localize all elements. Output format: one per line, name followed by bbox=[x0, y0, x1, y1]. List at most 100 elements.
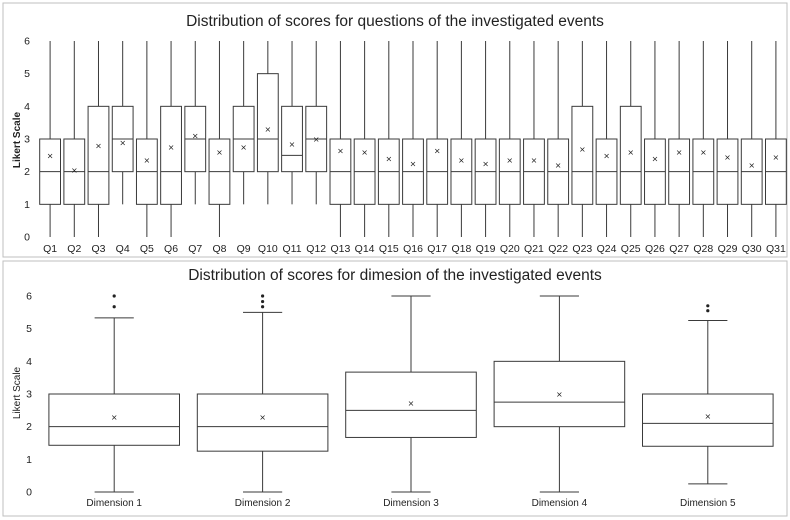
question-mean-marker: × bbox=[313, 135, 320, 144]
dimension-iqr-box bbox=[345, 371, 477, 438]
dimension-outlier-point bbox=[706, 309, 710, 313]
question-category-label: Q21 bbox=[524, 243, 544, 255]
question-box-17: × bbox=[426, 41, 449, 237]
question-mean-marker: × bbox=[192, 132, 199, 141]
question-category-label: Q3 bbox=[91, 243, 105, 255]
dimension-box-4: × bbox=[493, 295, 626, 493]
question-category-label: Q11 bbox=[282, 243, 301, 255]
question-mean-marker: × bbox=[773, 153, 780, 162]
question-box-11: × bbox=[281, 41, 303, 205]
dimension-outlier-point bbox=[261, 299, 265, 304]
question-category-label: Q5 bbox=[140, 243, 154, 255]
question-box-31: × bbox=[765, 41, 787, 237]
question-category-label: Q8 bbox=[212, 243, 226, 255]
question-box-25: × bbox=[619, 41, 642, 237]
question-box-14: × bbox=[353, 41, 376, 237]
dimensions-panel: Distribution of scores for dimesion of t… bbox=[2, 260, 788, 517]
question-category-label: Q9 bbox=[237, 243, 251, 255]
dimension-y-tick-label: 6 bbox=[26, 291, 32, 303]
dimensions-plot-area: 0 1 2 3 4 5 6 × Dimension 1 × Dimension 2 × Dimensio… bbox=[26, 291, 774, 509]
question-mean-marker: × bbox=[144, 156, 151, 165]
question-mean-marker: × bbox=[531, 156, 538, 165]
question-box-15: × bbox=[377, 41, 400, 237]
question-mean-marker: × bbox=[216, 148, 223, 157]
dimension-category-label: Dimension 3 bbox=[383, 498, 439, 509]
questions-panel-border bbox=[2, 2, 788, 258]
question-mean-marker: × bbox=[652, 155, 659, 164]
dimension-iqr-box bbox=[48, 393, 180, 446]
question-category-label: Q4 bbox=[116, 243, 130, 255]
questions-y-axis-label: Likert Scale bbox=[12, 111, 23, 168]
question-box-21: × bbox=[523, 41, 545, 237]
question-category-label: Q18 bbox=[451, 243, 471, 255]
question-category-label: Q17 bbox=[427, 243, 447, 255]
question-category-label: Q27 bbox=[669, 243, 689, 255]
question-category-label: Q12 bbox=[306, 243, 326, 255]
dimension-box-1: × bbox=[48, 294, 180, 493]
question-iqr-box bbox=[160, 105, 182, 205]
question-box-26: × bbox=[644, 41, 666, 237]
question-box-10: × bbox=[256, 41, 279, 205]
question-category-label: Q16 bbox=[403, 243, 423, 255]
question-category-label: Q28 bbox=[693, 243, 713, 255]
question-box-16: × bbox=[402, 41, 424, 237]
dimension-mean-marker: × bbox=[259, 413, 266, 422]
question-mean-marker: × bbox=[724, 153, 731, 162]
question-y-tick-label: 6 bbox=[24, 36, 30, 48]
question-box-2: × bbox=[63, 41, 86, 237]
dimension-category-label: Dimension 5 bbox=[680, 498, 736, 509]
questions-chart-title: Distribution of scores for questions of … bbox=[186, 13, 604, 30]
question-y-tick-label: 5 bbox=[24, 68, 30, 80]
dimension-y-tick-label: 1 bbox=[26, 454, 32, 466]
question-iqr-box bbox=[87, 105, 110, 205]
dimension-iqr-box bbox=[196, 393, 329, 452]
question-mean-marker: × bbox=[240, 143, 247, 152]
question-category-label: Q1 bbox=[43, 243, 57, 255]
question-category-label: Q30 bbox=[742, 243, 762, 255]
dimension-y-tick-label: 0 bbox=[26, 487, 32, 499]
dimension-mean-marker: × bbox=[704, 412, 711, 421]
dimension-y-tick-label: 4 bbox=[26, 356, 32, 368]
questions-plot-area: 0 1 2 3 4 5 6 × Q1 × Q2 × Q3 × Q4 × Q5 × Q6 × Q7 × Q8 × Q9 × Q10 × Q… bbox=[24, 36, 787, 255]
question-box-23: × bbox=[571, 41, 594, 237]
dimension-category-label: Dimension 1 bbox=[86, 498, 142, 509]
dimensions-panel-border bbox=[2, 260, 788, 517]
question-category-label: Q23 bbox=[572, 243, 592, 255]
question-mean-marker: × bbox=[385, 155, 392, 164]
question-mean-marker: × bbox=[289, 140, 296, 149]
question-mean-marker: × bbox=[168, 143, 175, 152]
question-category-label: Q31 bbox=[766, 243, 786, 255]
dimension-iqr-box bbox=[642, 393, 774, 447]
questions-panel: Distribution of scores for questions of … bbox=[2, 2, 788, 258]
question-box-8: × bbox=[208, 41, 231, 237]
dimension-box-3: × bbox=[345, 295, 477, 493]
question-category-label: Q14 bbox=[355, 243, 375, 255]
question-mean-marker: × bbox=[264, 125, 271, 134]
question-mean-marker: × bbox=[506, 156, 513, 165]
question-box-13: × bbox=[329, 41, 352, 237]
dimension-y-tick-label: 3 bbox=[26, 389, 32, 401]
question-category-label: Q10 bbox=[258, 243, 278, 255]
question-y-tick-label: 0 bbox=[24, 232, 30, 244]
question-box-19: × bbox=[474, 41, 497, 237]
question-mean-marker: × bbox=[603, 151, 610, 160]
question-category-label: Q19 bbox=[476, 243, 496, 255]
question-mean-marker: × bbox=[700, 148, 707, 157]
dimensions-y-axis-label: Likert Scale bbox=[12, 366, 23, 419]
dimension-mean-marker: × bbox=[408, 399, 415, 408]
question-category-label: Q15 bbox=[379, 243, 399, 255]
dimension-outlier-point bbox=[261, 294, 265, 298]
question-category-label: Q29 bbox=[718, 243, 738, 255]
dimension-outlier-point bbox=[112, 294, 116, 298]
question-box-27: × bbox=[668, 41, 691, 237]
question-category-label: Q6 bbox=[164, 243, 178, 255]
question-box-7: × bbox=[184, 41, 207, 205]
dimension-outlier-point bbox=[261, 305, 265, 309]
question-mean-marker: × bbox=[676, 148, 683, 157]
question-iqr-box bbox=[571, 105, 594, 205]
dimension-category-label: Dimension 2 bbox=[235, 498, 291, 509]
question-iqr-box bbox=[256, 73, 279, 173]
question-mean-marker: × bbox=[337, 146, 344, 155]
